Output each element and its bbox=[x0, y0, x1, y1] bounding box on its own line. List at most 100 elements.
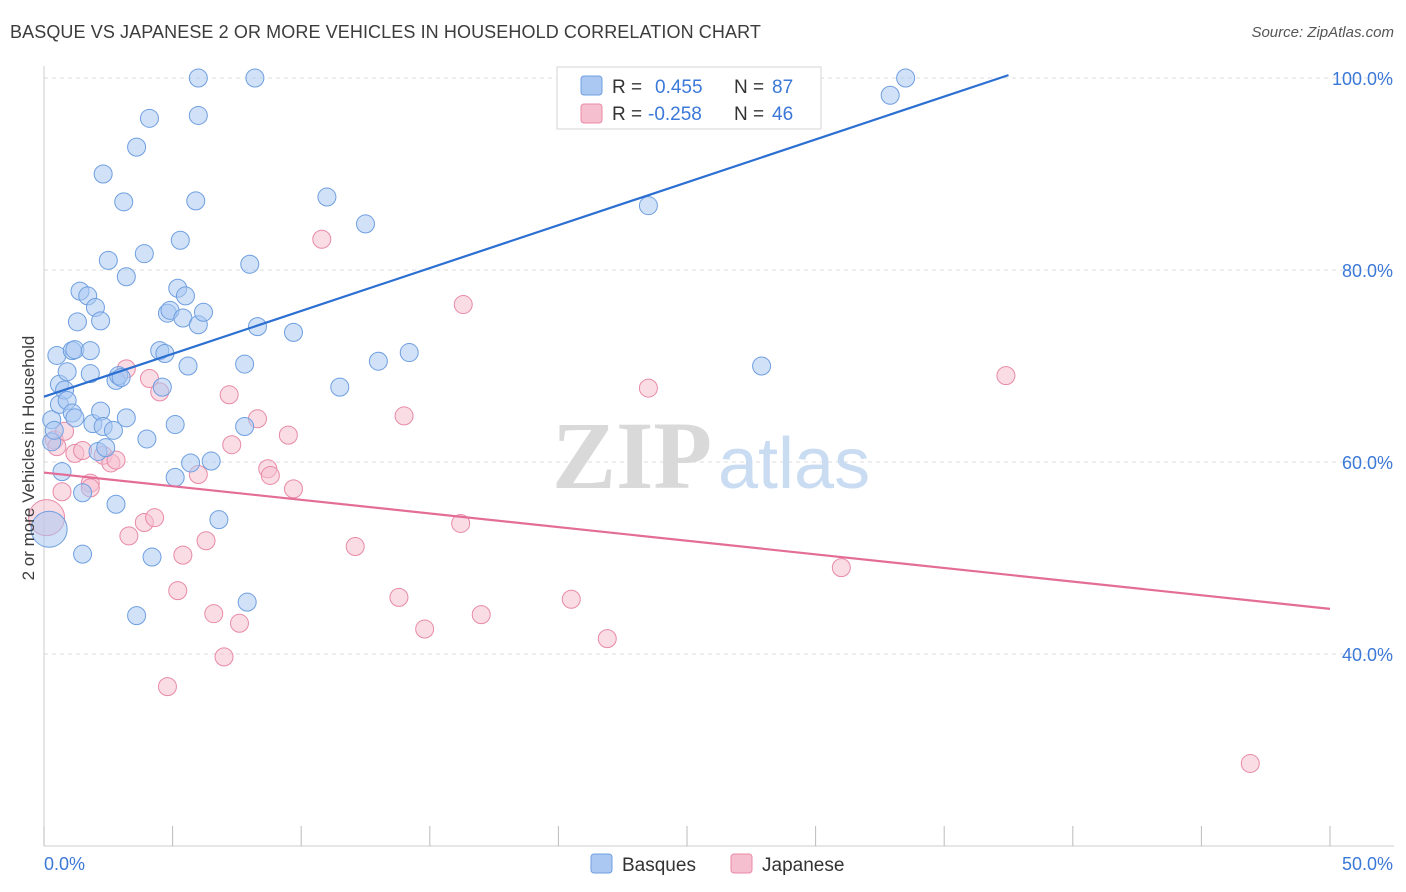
japanese-n-value: 46 bbox=[772, 104, 793, 125]
japanese-point bbox=[453, 295, 473, 315]
basques-point bbox=[186, 191, 206, 211]
japanese-point bbox=[1240, 753, 1260, 773]
basques-r-value: 0.455 bbox=[655, 77, 703, 98]
basques-point bbox=[237, 592, 257, 612]
legend-japanese-swatch bbox=[730, 853, 753, 874]
basques-point bbox=[201, 451, 221, 471]
basques-point bbox=[44, 420, 64, 440]
basques-point bbox=[73, 483, 93, 503]
basques-point bbox=[368, 351, 388, 371]
japanese-point bbox=[389, 587, 409, 607]
y-tick-label: 80.0% bbox=[1342, 261, 1393, 281]
watermark-zip: ZIP bbox=[552, 402, 712, 509]
basques-point bbox=[116, 408, 136, 428]
japanese-point bbox=[451, 513, 471, 533]
japanese-swatch bbox=[580, 103, 603, 124]
trend-layer bbox=[43, 74, 1331, 610]
basques-point bbox=[170, 230, 190, 250]
japanese-point bbox=[415, 619, 435, 639]
basques-point bbox=[209, 510, 229, 530]
japanese-point bbox=[219, 385, 239, 405]
basques-point bbox=[91, 311, 111, 331]
japanese-point bbox=[260, 465, 280, 485]
basques-point bbox=[57, 362, 77, 382]
basques-n-label: N = bbox=[734, 77, 764, 98]
x-tick-label-max: 50.0% bbox=[1342, 854, 1393, 874]
basques-point bbox=[235, 416, 255, 436]
legend-basques-label: Basques bbox=[622, 855, 696, 876]
basques-point bbox=[52, 462, 72, 482]
japanese-point bbox=[312, 229, 332, 249]
basques-point bbox=[139, 108, 159, 128]
basques-point bbox=[638, 196, 658, 216]
japanese-point bbox=[394, 406, 414, 426]
basques-point bbox=[134, 244, 154, 264]
japanese-point bbox=[119, 526, 139, 546]
japanese-r-value: -0.258 bbox=[648, 104, 702, 125]
japanese-n-label: N = bbox=[734, 104, 764, 125]
basques-point bbox=[103, 420, 123, 440]
japanese-point bbox=[561, 589, 581, 609]
axis-layer: 40.0% 60.0% 80.0% 100.0% 0.0% 50.0% bbox=[43, 66, 1394, 874]
stats-legend: R = 0.455 N = 87 R = -0.258 N = 46 bbox=[556, 66, 822, 130]
basques-swatch bbox=[580, 75, 603, 96]
japanese-point bbox=[996, 366, 1016, 386]
basques-point bbox=[356, 214, 375, 234]
japanese-trend-line bbox=[43, 471, 1331, 610]
legend-basques-swatch bbox=[590, 853, 613, 874]
japanese-point bbox=[157, 677, 177, 697]
basques-point bbox=[165, 415, 185, 435]
basques-point bbox=[67, 312, 87, 332]
basques-point bbox=[80, 364, 100, 384]
basques-point bbox=[93, 164, 113, 184]
basques-point bbox=[30, 510, 68, 548]
basques-point bbox=[181, 453, 201, 473]
japanese-point bbox=[471, 605, 491, 625]
japanese-points bbox=[28, 229, 1260, 773]
basques-point bbox=[73, 544, 93, 564]
japanese-point bbox=[196, 531, 216, 551]
japanese-r-label: R = bbox=[612, 104, 642, 125]
basques-point bbox=[880, 85, 900, 105]
basques-point bbox=[235, 354, 255, 374]
series-legend: Basques Japanese bbox=[590, 853, 844, 876]
basques-point bbox=[127, 137, 147, 157]
japanese-point bbox=[597, 629, 617, 649]
y-tick-label: 60.0% bbox=[1342, 453, 1393, 473]
japanese-point bbox=[283, 479, 303, 499]
basques-point bbox=[193, 302, 213, 322]
basques-point bbox=[106, 494, 126, 514]
basques-r-label: R = bbox=[612, 77, 642, 98]
japanese-point bbox=[229, 613, 249, 633]
japanese-point bbox=[106, 450, 126, 470]
y-tick-label: 40.0% bbox=[1342, 645, 1393, 665]
basques-trend-line bbox=[43, 74, 1009, 398]
source-label: Source: ZipAtlas.com bbox=[1251, 24, 1394, 41]
basques-point bbox=[330, 377, 350, 397]
basques-point bbox=[114, 192, 134, 212]
basques-point bbox=[96, 438, 116, 458]
x-tick-label-min: 0.0% bbox=[44, 854, 85, 874]
basques-point bbox=[165, 467, 185, 487]
basques-point bbox=[188, 68, 208, 88]
y-tick-label: 100.0% bbox=[1332, 69, 1393, 89]
basques-point bbox=[399, 343, 419, 363]
japanese-point bbox=[204, 604, 224, 624]
chart-title: BASQUE VS JAPANESE 2 OR MORE VEHICLES IN… bbox=[10, 22, 761, 42]
basques-point bbox=[127, 606, 147, 626]
japanese-point bbox=[214, 647, 234, 667]
watermark-atlas: atlas bbox=[718, 424, 870, 504]
basques-point bbox=[137, 429, 157, 449]
basques-point bbox=[896, 68, 916, 88]
basques-point bbox=[240, 254, 260, 274]
basques-point bbox=[178, 356, 198, 376]
japanese-point bbox=[145, 508, 165, 528]
basques-point bbox=[245, 68, 265, 88]
basques-point bbox=[142, 547, 162, 567]
japanese-point bbox=[831, 558, 851, 578]
basques-point bbox=[752, 356, 772, 376]
basques-point bbox=[65, 408, 85, 428]
japanese-point bbox=[52, 482, 72, 502]
japanese-point bbox=[168, 581, 188, 601]
